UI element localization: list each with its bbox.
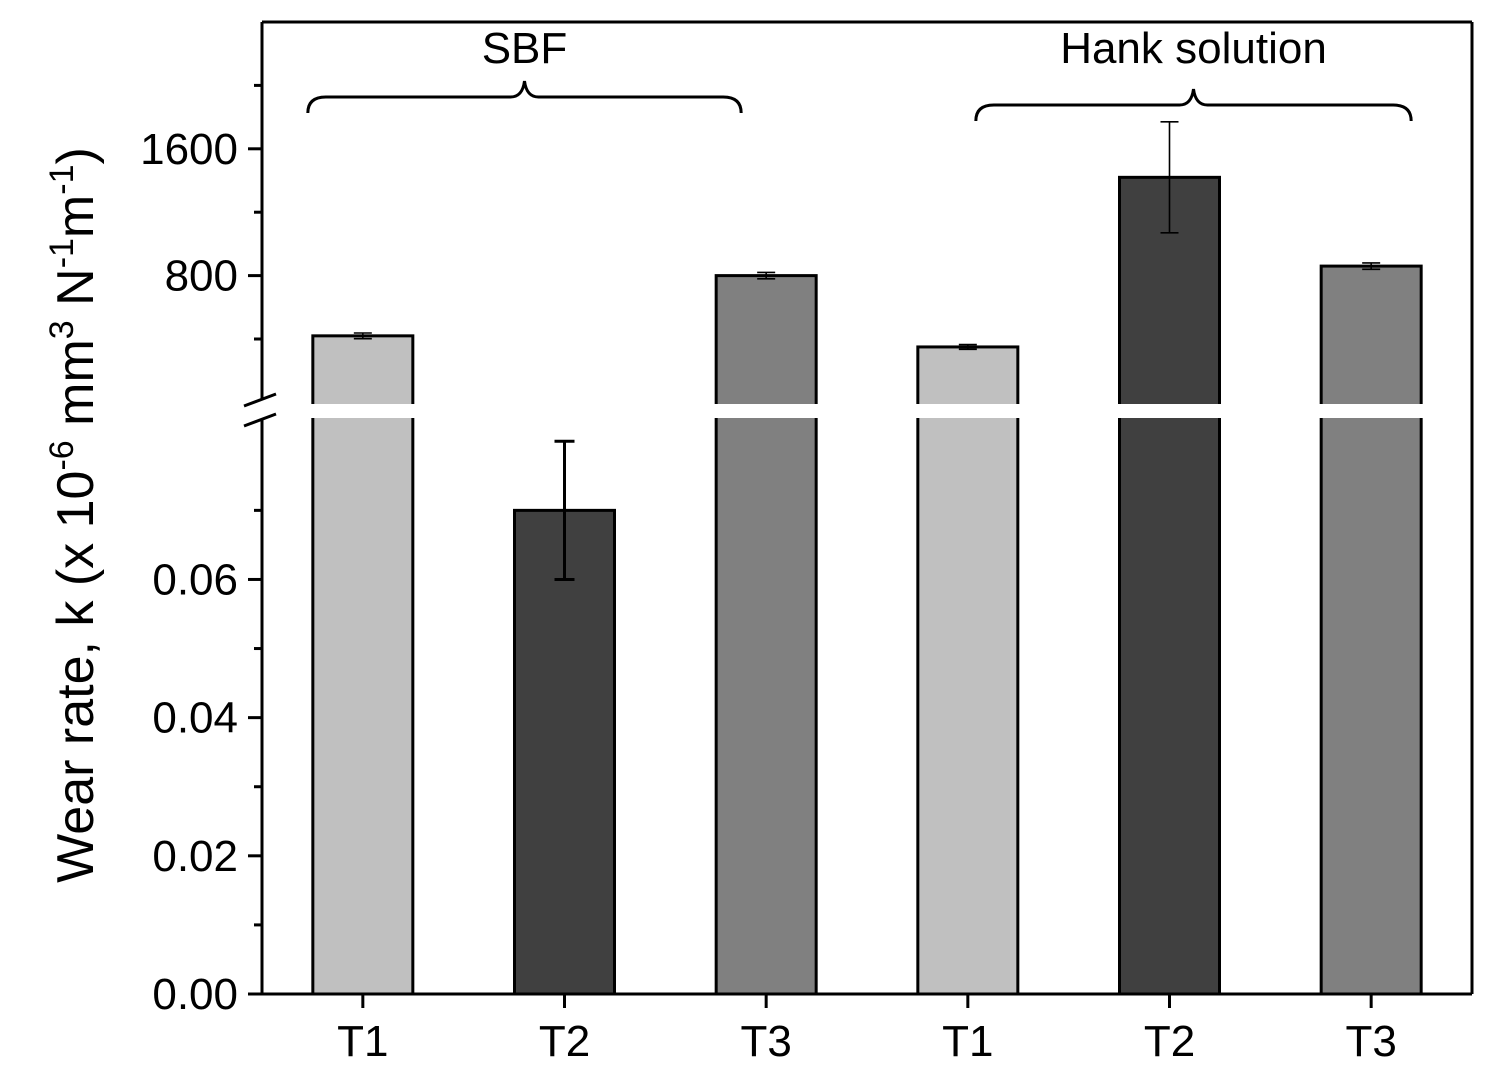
group-brackets: SBF Hank solution	[306, 24, 1413, 122]
y-tick-label: 0.06	[152, 555, 238, 604]
x-tick-label: T1	[942, 1017, 993, 1066]
bars-layer	[311, 121, 1423, 996]
bar	[311, 334, 415, 996]
x-tick-label: T3	[1345, 1017, 1396, 1066]
x-tick-label: T3	[740, 1017, 791, 1066]
bar	[513, 508, 616, 996]
bar	[714, 274, 818, 996]
break-gap	[260, 404, 1474, 418]
bar	[1118, 175, 1221, 996]
group-label: SBF	[482, 24, 568, 73]
group-brace	[306, 80, 743, 114]
x-tick-labels: T1 T2 T3 T1 T2 T3	[337, 994, 1397, 1066]
plot-frame	[260, 20, 1474, 996]
break-slash	[243, 392, 277, 408]
bar	[916, 345, 1020, 996]
group-brace	[974, 88, 1413, 122]
y-tick-label: 0.00	[152, 970, 238, 1019]
break-slash	[243, 412, 277, 428]
x-tick-label: T1	[337, 1017, 388, 1066]
y-tick-label: 1600	[140, 125, 238, 174]
axis-break	[243, 392, 1474, 428]
bar	[1319, 264, 1423, 996]
y-axis-title: Wear rate, k (x 10-6 mm3 N-1m-1)	[43, 147, 105, 883]
group-label: Hank solution	[1060, 24, 1327, 73]
y-tick-label: 0.02	[152, 832, 238, 881]
y-tick-label: 0.04	[152, 694, 238, 743]
x-tick-label: T2	[1144, 1017, 1195, 1066]
y-ticks: 0.00 0.02 0.04 0.06 800 1600	[140, 83, 262, 1019]
x-tick-label: T2	[539, 1017, 590, 1066]
y-tick-label: 800	[165, 252, 238, 301]
